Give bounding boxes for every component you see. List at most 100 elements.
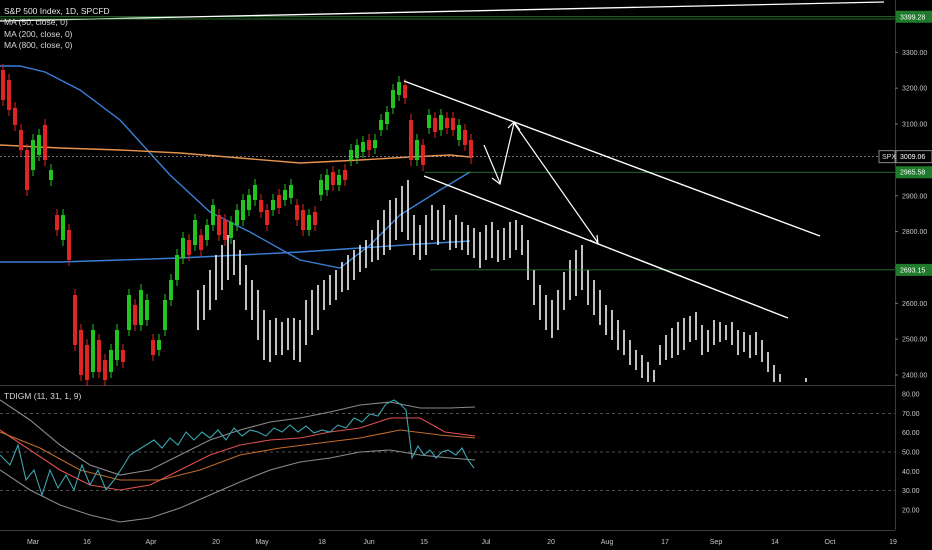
candle [295,205,299,220]
candle [79,330,83,375]
candle [445,118,449,128]
candle [289,185,293,198]
candle [325,175,329,190]
osc-price-line [0,399,475,497]
price-tag [896,166,932,179]
price-tick-label: 2500.00 [902,337,927,344]
candle [55,215,59,230]
candle [373,140,377,148]
price-tick-label: 2400.00 [902,373,927,380]
osc-tick-label: 30.00 [902,488,920,495]
candle [139,290,143,325]
price-tick-label: 2800.00 [902,229,927,236]
candle [253,185,257,200]
candle [451,118,455,130]
candle [109,350,113,372]
time-tick-label: Apr [146,539,158,546]
time-tick-label: 16 [83,539,91,546]
oscillator-title[interactable]: TDIGM (11, 31, 1, 9) [4,391,82,401]
candle [43,125,47,160]
candle [217,215,221,235]
osc-tick-label: 60.00 [902,430,920,437]
candle [199,235,203,250]
candle [367,140,371,150]
candle [337,175,341,185]
time-tick-label: Mar [27,539,40,546]
time-tick-label: Aug [601,539,614,546]
candle [343,170,347,180]
candle [469,140,473,158]
price-tick-label: 3300.00 [902,50,927,57]
price-tick-label: 2900.00 [902,193,927,200]
candle [85,345,89,380]
candle [49,170,53,180]
candle [67,230,71,260]
candle [355,145,359,158]
candle [313,212,317,225]
candle [403,85,407,98]
candle [127,295,131,330]
osc-lower-band [0,449,476,523]
candle [223,220,227,240]
time-axis[interactable]: Mar 16 Apr 20 May 18 Jun 15 Jul 20 Aug 17 Sep 14 Oct 19 [27,539,897,546]
horizontal-levels [0,16,895,271]
candle [427,115,431,128]
candle [205,225,209,240]
time-tick-label: Sep [710,539,723,546]
candle [163,300,167,330]
price-tag-label: 3399.28 [900,14,925,21]
chart-title[interactable]: S&P 500 Index, 1D, SPCFD [4,6,110,16]
candle [361,142,365,152]
candle [241,200,245,220]
candle [157,340,161,350]
indicator-ma200[interactable]: MA (200, close, 0) [4,28,73,39]
candle [115,330,119,360]
candle [421,145,425,165]
indicator-ma800[interactable]: MA (800, close, 0) [4,40,73,51]
indicator-ma50[interactable]: MA (50, close, 0) [4,17,68,28]
candle [415,140,419,160]
candle [379,120,383,130]
candle [265,210,269,225]
arrowhead [491,173,503,186]
candle [301,210,305,230]
candle [433,118,437,132]
candle [211,205,215,225]
price-tag-label: 2693.15 [900,267,925,274]
oscillator-pane [0,399,895,523]
candle [193,220,197,245]
candle [391,90,395,108]
candle [175,255,179,280]
time-tick-label: 18 [318,539,326,546]
candle [103,360,107,380]
osc-upper-band [0,399,476,476]
candle [277,195,281,208]
projected-bars [197,180,807,382]
ma200-line [0,144,471,164]
candle [259,200,263,212]
price-tag-label: 2965.58 [900,170,925,177]
osc-tick-label: 20.00 [902,507,920,514]
price-tick-label: 2600.00 [902,301,927,308]
projected-path [483,121,599,244]
candle [229,222,233,238]
candle [1,70,5,100]
candle [31,140,35,170]
upper-long-trendline [0,1,885,22]
trendline-drawings[interactable] [0,1,895,319]
grid [0,0,896,531]
candle [121,350,125,362]
price-axis[interactable]: 2400.002500.002600.002700.002800.002900.… [878,10,932,515]
candle [349,150,353,160]
candle [439,115,443,130]
price-tag-label: 3009.06 [900,154,925,161]
time-tick-label: 17 [661,539,669,546]
time-tick-label: 20 [212,539,220,546]
candle [13,108,17,125]
candle [181,238,185,258]
candle [151,340,155,355]
candle [7,80,11,110]
candle [331,172,335,185]
candle [97,340,101,372]
